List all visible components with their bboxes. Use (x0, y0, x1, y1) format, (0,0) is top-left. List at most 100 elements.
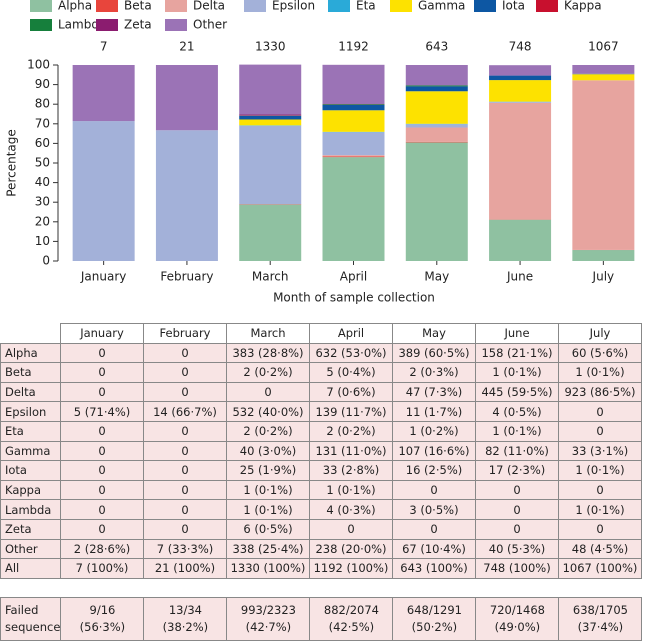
table-cell: 158 (21·1%) (475, 342, 559, 364)
table-cell: 67 (10·4%) (392, 538, 476, 560)
table-cell: 0 (558, 401, 642, 422)
table-cell: 11 (1·7%) (392, 401, 476, 422)
row-label: Alpha (0, 342, 61, 364)
table-cell: 5 (71·4%) (60, 401, 144, 422)
table-cell: 47 (7·3%) (392, 381, 476, 403)
failed-cell-line: (38·2%) (162, 620, 209, 634)
legend-swatch (328, 0, 350, 12)
chart: Percentage Month of sample collection Al… (5, 0, 635, 305)
table-cell: 0 (143, 479, 227, 501)
table-cell: 0 (60, 479, 144, 501)
legend-label: Gamma (418, 0, 465, 13)
column-header: June (475, 323, 559, 344)
table-cell: 33 (3·1%) (558, 440, 642, 462)
table-cell: 48 (4·5%) (558, 538, 642, 560)
failed-cell-line: (37·4%) (577, 620, 624, 634)
table-cell: 82 (11·0%) (475, 440, 559, 462)
bar-segment (405, 127, 468, 142)
failed-cell-line: 882/2074 (323, 603, 379, 617)
y-tick-label: 30 (35, 195, 50, 209)
failed-cell-line: (42·7%) (245, 620, 292, 634)
table-cell: 17 (2·3%) (475, 460, 559, 481)
column-header: January (60, 323, 144, 344)
x-tick-label: February (160, 270, 213, 284)
table-cell: 0 (392, 479, 476, 501)
table-cell: 0 (558, 518, 642, 540)
failed-cell-line: 720/1468 (489, 603, 545, 617)
table-cell: 3 (0·5%) (392, 499, 476, 520)
legend-label: Iota (502, 0, 525, 13)
table-row: Other 2 (28·6%) 7 (33·3%) 338 (25·4%) 238 (2… (0, 538, 642, 560)
table-cell: 0 (143, 460, 227, 481)
failed-cell-line: 638/1705 (572, 603, 628, 617)
table-row: Gamma 0 0 40 (3·0%) 131 (11·0%) 107 (16·6%) 82… (0, 440, 642, 462)
table-cell: 1192 (100%) (309, 558, 393, 579)
y-tick-label: 70 (35, 116, 50, 130)
bar-total: 1067 (588, 40, 619, 54)
table-cell: 0 (143, 518, 227, 540)
bar-segment (239, 115, 302, 120)
failed-cell: 638/1705 (37·4%) (558, 597, 643, 641)
table-cell: 0 (60, 362, 144, 383)
bar-total: 748 (509, 40, 532, 54)
table-cell: 2 (28·6%) (60, 538, 144, 560)
table-row: Zeta 0 0 6 (0·5%) 0 0 0 0 (0, 518, 642, 540)
column-header: February (143, 323, 227, 344)
bar-segment (322, 156, 385, 158)
table-cell: 0 (143, 362, 227, 383)
bar-segment (72, 65, 135, 122)
failed-cell: 882/2074 (42·5%) (309, 597, 394, 641)
failed-row: Failed sequence 9/16 (56·3%) 13/34 (38·2%) 99… (0, 597, 643, 641)
bar-segment (155, 130, 218, 261)
table-cell: 4 (0·3%) (309, 499, 393, 520)
table-cell: 0 (60, 381, 144, 403)
table-cell: 7 (0·6%) (309, 381, 393, 403)
table-cell: 0 (60, 420, 144, 442)
row-label: Other (0, 538, 61, 560)
failed-cell-line: 993/2323 (240, 603, 296, 617)
failed-cell: 993/2323 (42·7%) (226, 597, 311, 641)
legend-swatch (390, 0, 412, 12)
table-cell: 643 (100%) (392, 558, 476, 579)
y-tick-label: 80 (35, 97, 50, 111)
legend-label: Beta (124, 0, 152, 13)
table-cell: 389 (60·5%) (392, 342, 476, 364)
table-cell: 1 (0·1%) (226, 479, 310, 501)
failed-cell-line: (49·0%) (494, 620, 541, 634)
column-header: April (309, 323, 393, 344)
legend-label: Other (193, 18, 227, 32)
table-cell: 7 (33·3%) (143, 538, 227, 560)
bar-segment (239, 64, 302, 115)
table-cell: 0 (226, 381, 310, 403)
table-cell: 1 (0·1%) (226, 499, 310, 520)
bar-segment (322, 155, 385, 157)
y-tick-label: 100 (27, 58, 50, 72)
legend-swatch (30, 0, 52, 12)
table-cell: 445 (59·5%) (475, 381, 559, 403)
row-label: Gamma (0, 440, 61, 462)
x-tick-label: May (424, 270, 449, 284)
row-label: Epsilon (0, 401, 61, 422)
x-axis-title: Month of sample collection (273, 291, 435, 305)
row-label: Eta (0, 420, 61, 442)
bar-segment (239, 119, 302, 126)
bar-segment (489, 102, 552, 220)
table-cell: 1 (0·1%) (558, 499, 642, 520)
table-cell: 532 (40·0%) (226, 401, 310, 422)
table-cell: 0 (60, 499, 144, 520)
failed-cell: 9/16 (56·3%) (60, 597, 145, 641)
bar-segment (322, 132, 385, 156)
table-cell: 2 (0·2%) (309, 420, 393, 442)
failed-cell-line: (42·5%) (328, 620, 375, 634)
header-row: January February March April May June July (0, 323, 642, 344)
failed-cell-line: (56·3%) (79, 620, 126, 634)
table-cell: 0 (60, 518, 144, 540)
legend-swatch (165, 19, 187, 31)
bar-segment (405, 124, 468, 128)
table-cell: 1 (0·1%) (475, 420, 559, 442)
legend-swatch (474, 0, 496, 12)
table-row: All 7 (100%) 21 (100%) 1330 (100%) 1192 (100… (0, 558, 642, 579)
table-cell: 238 (20·0%) (309, 538, 393, 560)
y-tick-label: 0 (42, 254, 50, 268)
table-cell: 1067 (100%) (558, 558, 642, 579)
